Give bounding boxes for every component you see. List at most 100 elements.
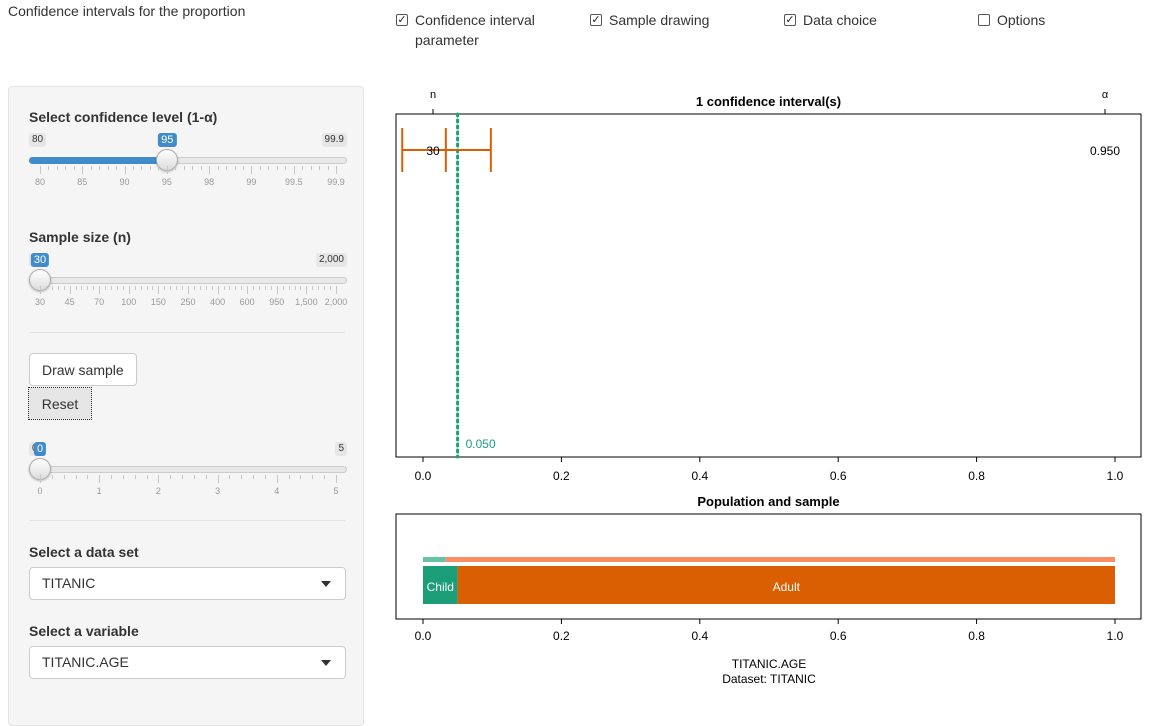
slider-tick (116, 166, 118, 170)
slider-tick-label: 1,500 (295, 297, 318, 307)
toggle-label: Sample drawing (609, 12, 710, 28)
toggle-sample-drawing[interactable]: ✓ Sample drawing (590, 10, 709, 30)
slider-tick-label: 85 (77, 177, 88, 187)
slider-tick (69, 286, 71, 294)
slider-tick (247, 286, 249, 294)
slider-tick (140, 286, 142, 290)
slider-tick (99, 286, 101, 294)
confidence-level-slider[interactable]: 80 99.9 95 80 85 90 95 98 99 99.5 99.9 (29, 133, 347, 193)
x-tick-label: 0.8 (968, 629, 985, 643)
slider-tick (234, 166, 236, 170)
dataset-label: Select a data set (29, 544, 139, 560)
checkbox[interactable]: ✓ (784, 14, 796, 26)
slider-tick (146, 475, 148, 479)
slider-tick (241, 286, 243, 290)
slider-tick (268, 166, 270, 170)
divider (29, 332, 345, 333)
slider-tick (158, 286, 160, 294)
slider-tick (99, 475, 101, 483)
population-bar-label: Child (427, 580, 454, 594)
sample-size-slider[interactable]: 302,000303045701001502504006009501,5002,… (29, 253, 347, 313)
variable-label: Select a variable (29, 623, 139, 639)
slider-tick (336, 475, 337, 483)
slider-tick (111, 286, 113, 290)
draw-sample-button[interactable]: Draw sample (29, 353, 137, 386)
slider-tick (128, 286, 130, 294)
slider-tick (276, 166, 278, 170)
slider-tick (51, 286, 53, 290)
chart-subtitle: Dataset: TITANIC (722, 672, 816, 686)
slider-ticks (29, 475, 347, 483)
slider-tick (324, 286, 326, 290)
slider-tick (226, 166, 228, 170)
slider-tick-label: 150 (150, 297, 166, 307)
checkbox[interactable]: ✓ (590, 14, 602, 26)
dataset-select[interactable]: TITANIC (29, 567, 346, 600)
slider-track[interactable] (29, 277, 347, 284)
slider-tick (158, 166, 160, 170)
slider-tick (312, 475, 314, 479)
slider-tick (302, 166, 304, 170)
slider-tick-label: 100 (121, 297, 137, 307)
slider-tick (241, 475, 243, 479)
chart-title: 1 confidence interval(s) (696, 94, 841, 109)
toggle-confidence-interval-parameter[interactable]: ✓ Confidence interval parameter (396, 10, 535, 50)
checkbox[interactable] (978, 14, 990, 26)
slider-track[interactable] (29, 466, 347, 473)
alpha-axis-label: α (1102, 89, 1109, 101)
slider-value-label: 0 (33, 442, 47, 456)
slider-tick (319, 166, 321, 170)
slider-tick (63, 475, 65, 479)
slider-tick (193, 475, 195, 479)
slider-tick (330, 286, 332, 290)
slider-ticks (29, 286, 347, 294)
slider-tick (251, 166, 253, 174)
population-bar-child (423, 566, 458, 604)
x-tick-label: 0.6 (830, 469, 847, 483)
reset-button[interactable]: Reset (28, 387, 92, 420)
slider-tick (217, 475, 219, 483)
slider-tick (205, 475, 207, 479)
slider-tick (90, 166, 92, 170)
divider (29, 520, 345, 521)
slider-tick (276, 286, 278, 294)
x-tick-label: 0.4 (691, 629, 708, 643)
checkbox[interactable]: ✓ (396, 14, 408, 26)
slider-tick (133, 166, 135, 170)
slider-tick-label: 99 (246, 177, 257, 187)
slider-tick (99, 166, 101, 170)
variable-select[interactable]: TITANIC.AGE (29, 646, 346, 679)
slider-tick (182, 286, 184, 290)
app-title: Confidence intervals for the proportion (8, 3, 246, 19)
slider-tick-label: 30 (34, 297, 46, 307)
slider-tick-label: 3 (215, 486, 221, 496)
population-bar-adult (457, 566, 1116, 604)
draws-slider[interactable]: 050012345 (29, 442, 347, 502)
slider-max-label: 99.9 (321, 133, 347, 147)
slider-tick-label: 80 (34, 177, 46, 187)
interval-n-label: 30 (426, 144, 440, 158)
slider-ticks (29, 166, 347, 174)
slider-tick (82, 166, 84, 174)
slider-tick (276, 475, 278, 483)
slider-tick-label: 45 (64, 297, 75, 307)
slider-max-label: 2,000 (315, 253, 347, 267)
slider-tick-label: 250 (180, 297, 196, 307)
slider-tick (81, 286, 83, 290)
x-tick-label: 1.0 (1107, 629, 1124, 643)
slider-tick-label: 950 (269, 297, 285, 307)
toggle-options[interactable]: Options (978, 10, 1045, 30)
slider-min-label: 80 (29, 133, 47, 147)
slider-tick (124, 166, 126, 174)
slider-tick-label: 95 (161, 177, 172, 187)
slider-tick (270, 286, 272, 290)
slider-tick (166, 166, 168, 174)
toggle-data-choice[interactable]: ✓ Data choice (784, 10, 877, 30)
variable-select-value: TITANIC.AGE (42, 654, 129, 670)
slider-tick (152, 286, 154, 290)
slider-tick (264, 475, 266, 479)
slider-tick-label: 90 (119, 177, 130, 187)
sample-bar-adult (445, 557, 1115, 562)
slider-tick-label: 2,000 (324, 297, 348, 307)
slider-tick (199, 286, 201, 290)
